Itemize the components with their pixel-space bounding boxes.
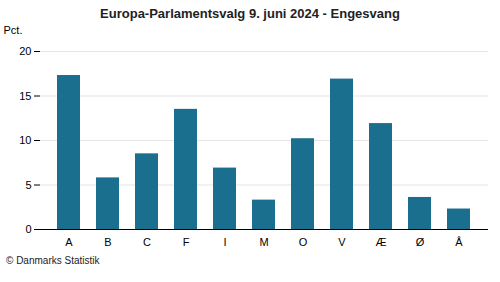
svg-text:Ø: Ø (416, 236, 425, 248)
html-text:© Danmarks Statistik: © Danmarks Statistik (6, 255, 100, 266)
svg-text:M: M (259, 236, 268, 248)
svg-text:Å: Å (455, 236, 463, 248)
svg-text:C: C (143, 236, 151, 248)
svg-text:20: 20 (19, 45, 31, 57)
svg-text:15: 15 (19, 90, 31, 102)
svg-text:B: B (104, 236, 111, 248)
svg-text:A: A (65, 236, 73, 248)
svg-text:V: V (338, 236, 346, 248)
svg-text:O: O (299, 236, 308, 248)
svg-text:F: F (183, 236, 190, 248)
svg-text:5: 5 (25, 179, 31, 191)
svg-text:Æ: Æ (376, 236, 387, 248)
html-text:Europa-Parlamentsvalg 9. juni: Europa-Parlamentsvalg 9. juni 2024 - Eng… (100, 6, 400, 21)
svg-text:10: 10 (19, 134, 31, 146)
svg-text:0: 0 (25, 223, 31, 235)
svg-text:I: I (223, 236, 226, 248)
svg-text:Pct.: Pct. (4, 24, 23, 36)
